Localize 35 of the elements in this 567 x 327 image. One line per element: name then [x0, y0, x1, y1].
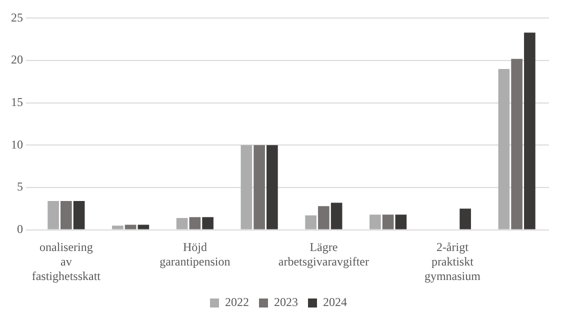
- y-tick-label: 25: [11, 10, 23, 24]
- bar: [498, 68, 510, 230]
- bar: [511, 58, 522, 230]
- bar: [524, 32, 536, 230]
- bar: [382, 214, 394, 230]
- bar: [73, 201, 85, 230]
- bar: [240, 145, 252, 230]
- x-tick-label: 2-årigt praktiskt gymnasium: [424, 240, 482, 283]
- legend-label: 2022: [225, 295, 249, 310]
- bar: [266, 145, 278, 230]
- bar: [112, 226, 124, 230]
- bar: [318, 206, 330, 230]
- y-tick-label: 5: [17, 180, 23, 194]
- bar: [254, 145, 265, 230]
- bar: [460, 208, 471, 230]
- x-tick-label: onalisering av fastighetsskatt: [32, 240, 102, 283]
- bar: [138, 224, 150, 230]
- bar: [370, 214, 381, 230]
- y-tick-label: 15: [11, 94, 23, 109]
- bar: [202, 217, 214, 230]
- bar: [305, 215, 316, 230]
- x-tick-label: Höjd garantipension: [160, 240, 230, 269]
- y-tick-label: 10: [11, 137, 23, 152]
- bar: [176, 218, 188, 230]
- x-tick-label: Lägre arbetsgivaravgifter: [278, 240, 369, 269]
- y-tick-label: 20: [11, 52, 23, 67]
- y-tick-label: 0: [17, 222, 23, 236]
- bar: [124, 224, 136, 230]
- bar: [60, 201, 72, 230]
- bar: [48, 201, 59, 230]
- bar: [189, 217, 201, 230]
- legend-label: 2023: [274, 295, 298, 310]
- bar: [330, 202, 342, 230]
- bar: [395, 214, 407, 230]
- legend-label: 2024: [323, 295, 347, 310]
